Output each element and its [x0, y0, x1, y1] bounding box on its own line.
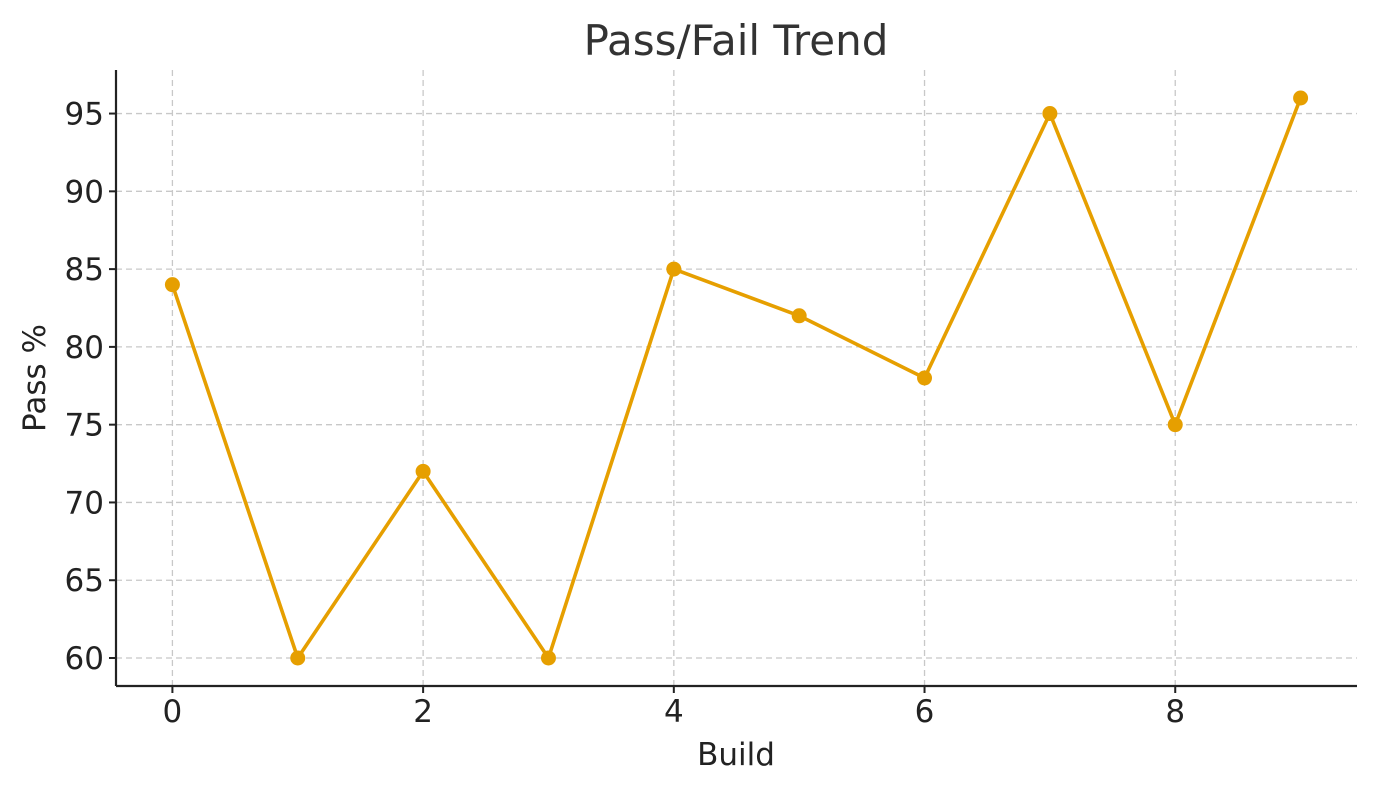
y-tick-label: 95	[65, 97, 104, 133]
data-point	[1293, 90, 1309, 106]
x-tick-label: 0	[163, 694, 183, 730]
y-tick-label: 80	[65, 330, 104, 366]
x-ticks: 0 2 4 6 8	[163, 686, 1185, 730]
y-tick-label: 90	[65, 174, 104, 210]
series	[164, 90, 1309, 666]
data-point	[791, 308, 807, 324]
y-ticks: 60 65 70 75 80 85 90 95	[65, 97, 116, 677]
data-point	[1042, 106, 1058, 122]
y-tick-label: 85	[65, 252, 104, 288]
grid	[116, 70, 1357, 686]
x-tick-label: 6	[915, 694, 935, 730]
y-tick-label: 75	[65, 408, 104, 444]
data-point	[290, 650, 306, 666]
data-point	[540, 650, 556, 666]
data-point	[415, 463, 431, 479]
data-point	[1167, 417, 1183, 433]
x-tick-label: 8	[1165, 694, 1185, 730]
y-tick-label: 60	[65, 641, 104, 677]
y-tick-label: 65	[65, 563, 104, 599]
y-axis-label: Pass %	[17, 324, 53, 432]
axes	[114, 70, 1357, 688]
x-tick-label: 4	[664, 694, 684, 730]
x-axis-label: Build	[697, 737, 775, 773]
x-tick-label: 2	[413, 694, 433, 730]
chart-title: Pass/Fail Trend	[584, 16, 889, 65]
data-point	[917, 370, 933, 386]
data-point	[164, 277, 180, 293]
data-point	[666, 261, 682, 277]
y-tick-label: 70	[65, 485, 104, 521]
series-line	[170, 96, 1303, 660]
